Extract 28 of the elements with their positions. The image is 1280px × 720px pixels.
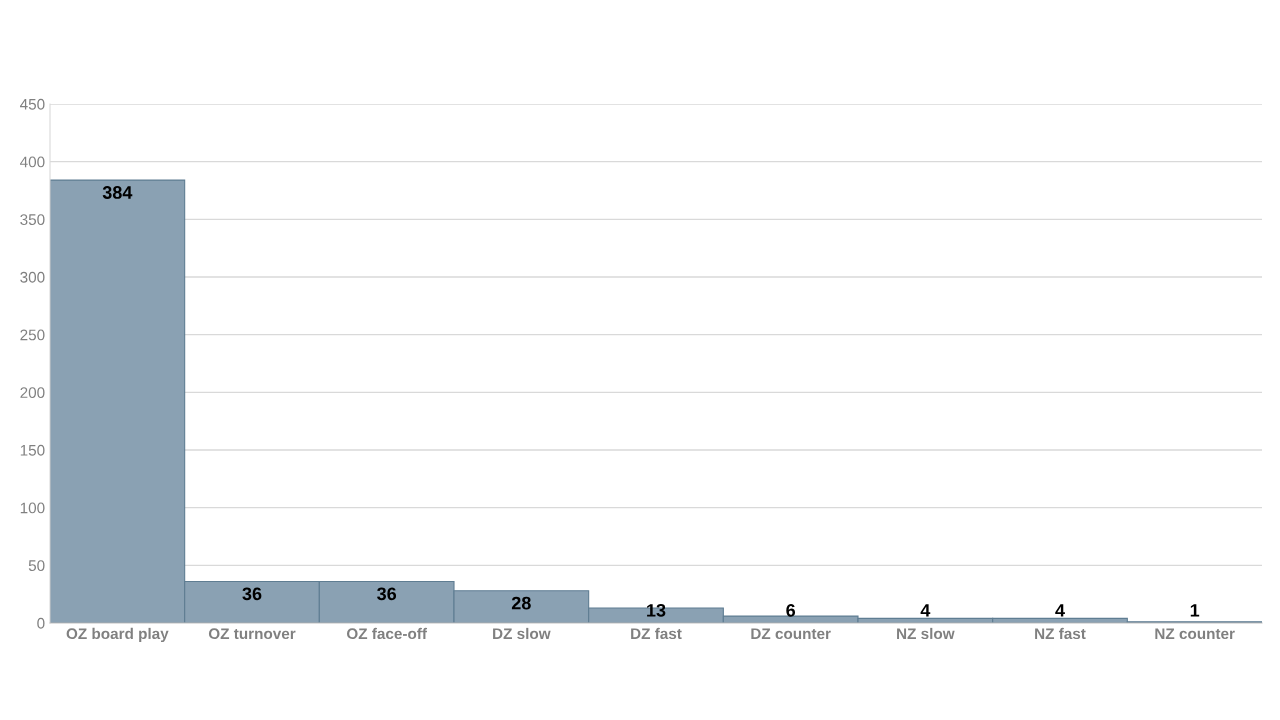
data-label: 384: [102, 186, 133, 199]
x-tick-label: DZ counter: [751, 628, 831, 640]
x-tick-label: NZ slow: [897, 627, 955, 640]
data-label: 4: [920, 604, 931, 617]
x-tick-label: DZ fast: [631, 627, 682, 640]
x-tick-label: OZ face-off: [346, 627, 428, 640]
y-tick-label: 150: [20, 444, 45, 456]
y-tick-label: 0: [37, 617, 45, 629]
data-label: 36: [377, 587, 397, 601]
x-tick-label: OZ board play: [66, 627, 169, 643]
x-tick-label: DZ slow: [493, 627, 551, 640]
y-tick-label: 100: [20, 502, 45, 514]
y-tick-label: 300: [20, 271, 45, 283]
data-label: 36: [242, 587, 262, 601]
x-tick-label: NZ fast: [1035, 627, 1086, 640]
x-tick-label: OZ turnover: [208, 628, 296, 640]
data-label: 1: [1190, 604, 1200, 617]
y-tick-label: 450: [20, 98, 45, 110]
data-label: 13: [647, 603, 666, 617]
y-tick-label: 250: [20, 329, 45, 341]
data-label: 28: [511, 596, 531, 610]
data-label: 6: [786, 603, 796, 617]
y-tick-label: 50: [28, 560, 45, 572]
y-tick-label: 400: [20, 156, 45, 168]
y-tick-label: 200: [20, 387, 45, 399]
y-tick-label: 350: [20, 214, 45, 226]
x-tick-label: NZ counter: [1155, 628, 1235, 640]
data-label: 4: [1055, 604, 1065, 617]
